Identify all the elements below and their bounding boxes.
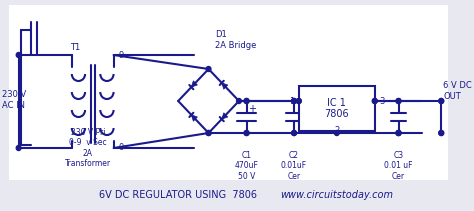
Circle shape	[16, 53, 21, 58]
Circle shape	[292, 99, 296, 104]
Circle shape	[296, 99, 301, 104]
Polygon shape	[191, 115, 197, 121]
Circle shape	[396, 130, 401, 135]
Circle shape	[396, 130, 401, 135]
Polygon shape	[222, 113, 228, 119]
Circle shape	[244, 99, 249, 104]
Circle shape	[373, 99, 377, 104]
Circle shape	[296, 99, 301, 104]
Text: 2: 2	[334, 126, 339, 135]
Text: C1
470uF
50 V: C1 470uF 50 V	[235, 151, 258, 181]
Circle shape	[244, 130, 249, 135]
Text: IC 1
7806: IC 1 7806	[325, 98, 349, 119]
Circle shape	[396, 99, 401, 104]
Text: +: +	[248, 104, 256, 114]
Circle shape	[206, 66, 211, 72]
Circle shape	[292, 130, 296, 135]
Circle shape	[439, 99, 444, 104]
Circle shape	[16, 146, 21, 150]
Text: www.circuitstoday.com: www.circuitstoday.com	[280, 190, 393, 200]
Text: C3
0.01 uF
Cer: C3 0.01 uF Cer	[384, 151, 413, 181]
Circle shape	[292, 99, 296, 104]
FancyBboxPatch shape	[299, 86, 375, 131]
Circle shape	[373, 99, 377, 104]
Text: 6 V DC
OUT: 6 V DC OUT	[443, 81, 472, 101]
Circle shape	[396, 99, 401, 104]
Text: 6V DC REGULATOR USING  7806: 6V DC REGULATOR USING 7806	[100, 190, 257, 200]
Circle shape	[206, 130, 211, 135]
Text: 0: 0	[118, 143, 124, 153]
Circle shape	[439, 130, 444, 135]
Circle shape	[244, 99, 249, 104]
Circle shape	[396, 130, 401, 135]
Text: 230 V Pri
0-9  v Sec
2A
Transformer: 230 V Pri 0-9 v Sec 2A Transformer	[65, 128, 111, 168]
Circle shape	[237, 99, 241, 104]
Text: 3: 3	[380, 96, 385, 106]
Circle shape	[439, 130, 444, 135]
Text: 9: 9	[118, 50, 124, 60]
Text: D1
2A Bridge: D1 2A Bridge	[215, 30, 256, 50]
Text: C2
0.01uF
Cer: C2 0.01uF Cer	[281, 151, 307, 181]
Circle shape	[244, 130, 249, 135]
Circle shape	[335, 130, 339, 135]
Circle shape	[292, 130, 296, 135]
Polygon shape	[191, 81, 197, 87]
Text: 230 V
AC IN: 230 V AC IN	[2, 90, 26, 110]
Circle shape	[206, 130, 211, 135]
Circle shape	[439, 99, 444, 104]
Polygon shape	[222, 83, 228, 89]
Text: T1: T1	[70, 43, 80, 52]
Text: 1: 1	[289, 96, 294, 106]
FancyBboxPatch shape	[9, 5, 448, 180]
